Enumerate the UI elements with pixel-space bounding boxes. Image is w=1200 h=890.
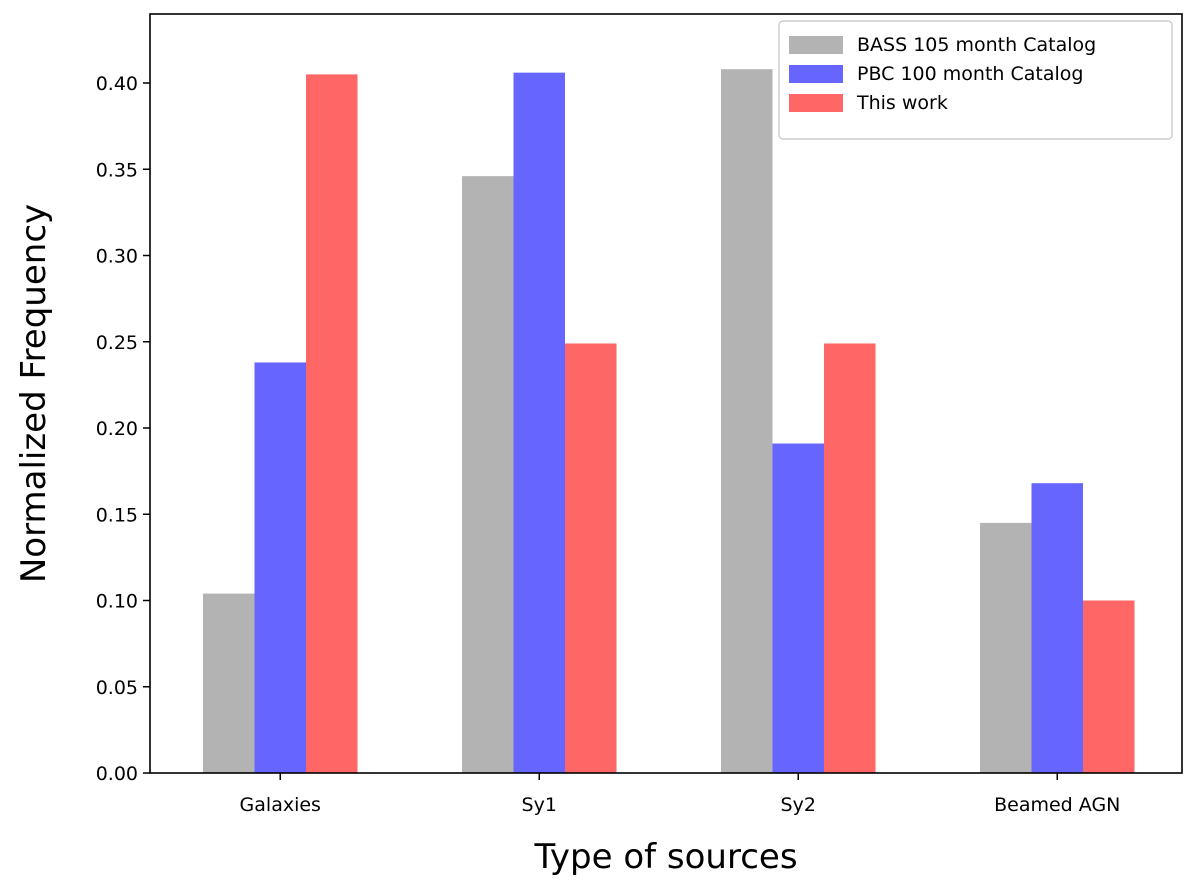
x-tick-label: Galaxies [240,794,321,816]
y-tick-label: 0.40 [96,73,138,95]
y-tick-label: 0.10 [96,591,138,613]
y-tick-label: 0.30 [96,246,138,268]
legend-swatch [789,94,843,112]
bar-galaxies-series-1 [203,593,255,773]
legend-label: This work [856,92,948,114]
bar-galaxies-series-3 [306,74,358,773]
bar-beamed-agn-series-2 [1031,483,1083,773]
legend-swatch [789,65,843,83]
y-axis: 0.00 0.05 0.10 0.15 0.20 0.25 0.30 0.35 0.40 [96,73,150,785]
y-tick-label: 0.05 [96,677,138,699]
x-axis: Galaxies Sy1 Sy2 Beamed AGN [240,773,1120,816]
bar-beamed-agn-series-3 [1083,600,1135,773]
y-tick-label: 0.20 [96,418,138,440]
bar-galaxies-series-2 [254,362,306,773]
legend-items: BASS 105 month Catalog PBC 100 month Cata… [789,34,1096,114]
x-tick-label: Beamed AGN [994,794,1120,816]
x-tick-label: Sy1 [522,794,557,816]
bars-group [203,69,1135,773]
legend: BASS 105 month Catalog PBC 100 month Cata… [778,20,1173,140]
bar-sy1-series-3 [565,343,617,773]
y-tick-label: 0.25 [96,332,138,354]
y-tick-label: 0.35 [96,159,138,181]
bar-sy2-series-1 [721,69,773,773]
x-tick-label: Sy2 [781,794,816,816]
bar-sy1-series-1 [462,176,514,773]
bar-beamed-agn-series-1 [980,522,1032,773]
bar-sy2-series-3 [824,343,876,773]
x-axis-title: Type of sources [533,837,797,877]
y-tick-label: 0.00 [96,763,138,785]
bar-sy1-series-2 [513,72,565,773]
legend-swatch [789,36,843,54]
y-axis-title: Normalized Frequency [14,204,54,583]
bar-sy2-series-2 [772,443,824,773]
legend-label: BASS 105 month Catalog [857,34,1096,56]
legend-label: PBC 100 month Catalog [857,63,1083,85]
y-tick-label: 0.15 [96,504,138,526]
legend-box [778,20,1173,140]
plot-frame [149,13,1183,774]
